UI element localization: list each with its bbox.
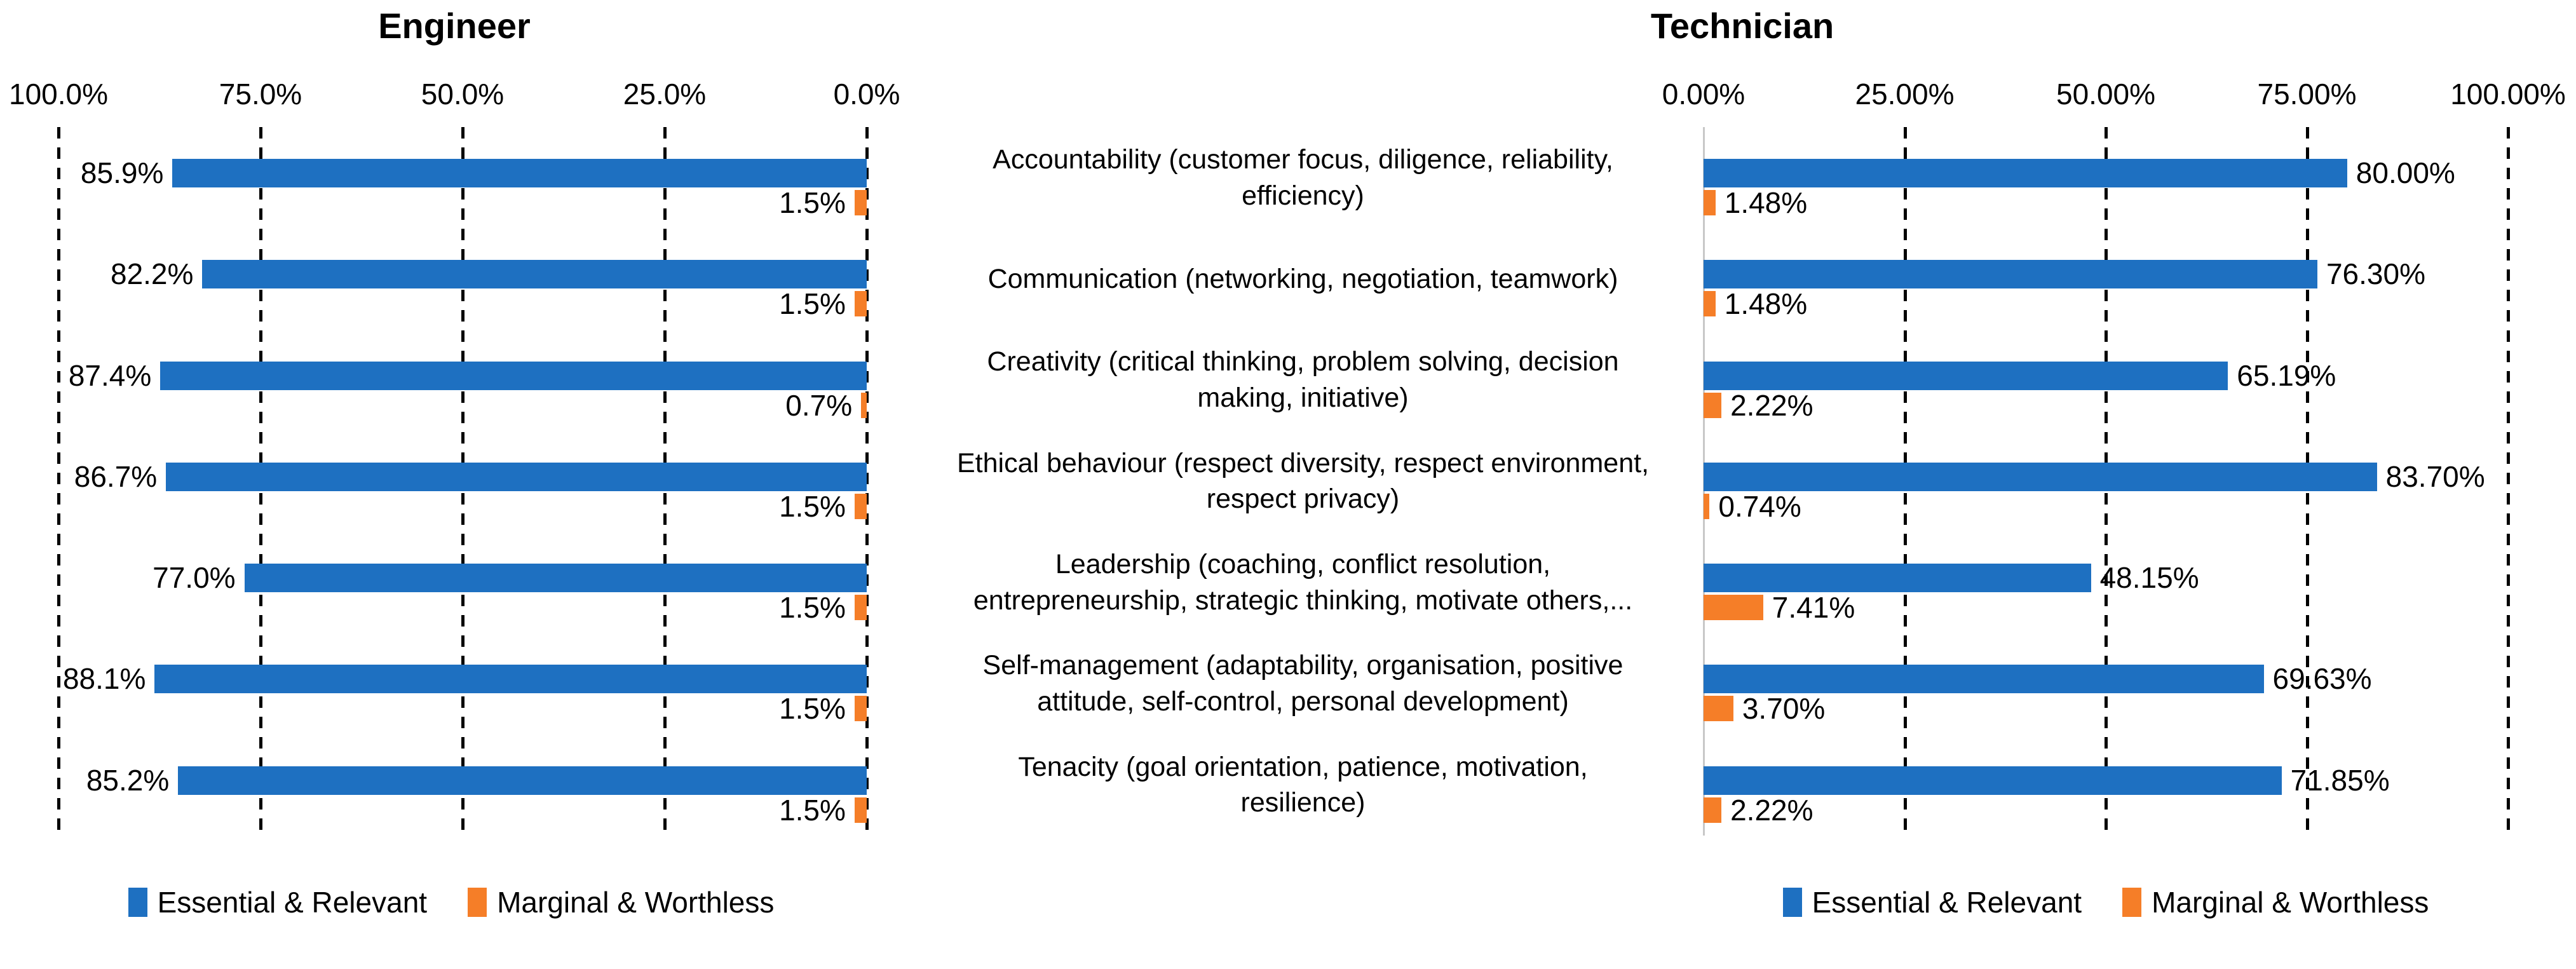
bar-marginal-worthless (854, 190, 867, 215)
bar-essential-relevant (1704, 361, 2228, 390)
bar-essential-relevant (244, 564, 867, 593)
bar-label-essential-relevant: 87.4% (68, 358, 152, 392)
bar-label-marginal-worthless: 1.5% (779, 287, 846, 321)
bar-essential-relevant (1704, 260, 2317, 289)
bar-label-marginal-worthless: 1.48% (1724, 287, 1808, 321)
bar-label-essential-relevant: 86.7% (74, 459, 158, 493)
bar-marginal-worthless (854, 797, 867, 823)
essential-relevant-swatch-icon (1782, 888, 1802, 917)
bar-label-marginal-worthless: 1.5% (779, 489, 846, 523)
axis-tick-0.00%: 0.00% (1662, 78, 1746, 111)
bar-label-essential-relevant: 65.19% (2237, 358, 2336, 392)
axis-tick-50.00%: 50.00% (2056, 78, 2155, 111)
bar-label-marginal-worthless: 0.7% (785, 388, 853, 422)
marginal-worthless-swatch-icon (2122, 888, 2142, 917)
bar-essential-relevant (1704, 159, 2347, 187)
legend-label-marginal-worthless: Marginal & Worthless (2152, 886, 2429, 919)
legend-item-essential-relevant: Essential & Relevant (128, 885, 427, 919)
legend-label-marginal-worthless: Marginal & Worthless (497, 886, 775, 919)
bar-marginal-worthless (854, 493, 867, 519)
bar-label-essential-relevant: 48.15% (2099, 561, 2199, 595)
axis-tick-25.00%: 25.00% (1855, 78, 1955, 111)
technician-chart-title: Technician (1650, 6, 1834, 46)
bar-marginal-worthless (854, 291, 867, 317)
legend-label-essential-relevant: Essential & Relevant (157, 886, 428, 919)
legend-label-essential-relevant: Essential & Relevant (1812, 886, 2082, 919)
bar-label-essential-relevant: 71.85% (2290, 763, 2390, 797)
bar-label-essential-relevant: 83.70% (2385, 459, 2485, 493)
bar-essential-relevant (1704, 564, 2091, 593)
legend-item-marginal-worthless: Marginal & Worthless (468, 885, 774, 919)
axis-tick-100.00%: 100.00% (2450, 78, 2566, 111)
bar-essential-relevant (1704, 665, 2264, 694)
category-label: Creativity (critical thinking, problem s… (987, 346, 1619, 414)
bar-essential-relevant (154, 665, 867, 694)
bar-label-marginal-worthless: 1.5% (779, 793, 846, 827)
gridline-100 (2507, 127, 2510, 836)
legend-technician: Essential & Relevant Marginal & Worthles… (1691, 878, 2521, 926)
bar-marginal-worthless (1704, 696, 1733, 722)
bar-marginal-worthless (1704, 392, 1722, 418)
bar-essential-relevant (166, 462, 867, 491)
axis-tick-50.0%: 50.0% (421, 78, 505, 111)
bar-label-marginal-worthless: 1.5% (779, 186, 846, 219)
axis-tick-75.0%: 75.0% (219, 78, 302, 111)
legend-engineer: Essential & Relevant Marginal & Worthles… (19, 878, 883, 926)
bar-essential-relevant (1704, 462, 2377, 491)
legend-item-essential-relevant: Essential & Relevant (1782, 885, 2082, 919)
bar-label-marginal-worthless: 7.41% (1772, 591, 1855, 625)
bar-marginal-worthless (1704, 291, 1716, 317)
category-label: Communication (networking, negotiation, … (987, 263, 1618, 294)
bar-label-marginal-worthless: 2.22% (1730, 388, 1813, 422)
bar-label-essential-relevant: 76.30% (2326, 257, 2425, 291)
bar-label-marginal-worthless: 1.5% (779, 692, 846, 726)
engineer-chart-title: Engineer (378, 6, 531, 46)
bar-marginal-worthless (854, 595, 867, 621)
essential-relevant-swatch-icon (128, 888, 147, 917)
marginal-worthless-swatch-icon (468, 888, 487, 917)
bar-essential-relevant (172, 159, 867, 187)
bar-label-essential-relevant: 80.00% (2356, 156, 2455, 189)
category-label: Ethical behaviour (respect diversity, re… (956, 447, 1650, 515)
bar-label-essential-relevant: 69.63% (2272, 662, 2372, 696)
legend-item-marginal-worthless: Marginal & Worthless (2122, 885, 2429, 919)
gridline-100 (57, 127, 60, 836)
axis-tick-100.0%: 100.0% (8, 78, 108, 111)
bar-essential-relevant (160, 361, 867, 390)
category-label: Self-management (adaptability, organisat… (982, 650, 1624, 717)
bar-label-marginal-worthless: 2.22% (1730, 793, 1813, 827)
bar-essential-relevant (178, 766, 867, 795)
bar-marginal-worthless (854, 696, 867, 722)
bar-essential-relevant (1704, 766, 2282, 795)
category-label: Tenacity (goal orientation, patience, mo… (1018, 751, 1588, 818)
axis-tick-0.0%: 0.0% (833, 78, 900, 111)
bar-label-marginal-worthless: 1.5% (779, 591, 846, 625)
bar-label-essential-relevant: 85.9% (80, 156, 164, 189)
bar-label-essential-relevant: 77.0% (153, 561, 236, 595)
bar-essential-relevant (202, 260, 867, 289)
bar-label-marginal-worthless: 1.48% (1724, 186, 1808, 219)
bar-marginal-worthless (1704, 595, 1763, 621)
bar-marginal-worthless (1704, 797, 1722, 823)
bar-label-essential-relevant: 88.1% (62, 662, 146, 696)
bar-label-marginal-worthless: 3.70% (1742, 692, 1826, 726)
bar-marginal-worthless (861, 392, 867, 418)
category-label: Leadership (coaching, conflict resolutio… (973, 549, 1633, 616)
gridline-0 (865, 127, 869, 836)
bar-label-marginal-worthless: 0.74% (1718, 489, 1801, 523)
axis-tick-25.0%: 25.0% (623, 78, 707, 111)
axis-tick-75.00%: 75.00% (2257, 78, 2357, 111)
bar-label-essential-relevant: 82.2% (110, 257, 194, 291)
bar-marginal-worthless (1704, 493, 1710, 519)
bar-marginal-worthless (1704, 190, 1716, 215)
bar-label-essential-relevant: 85.2% (86, 763, 170, 797)
category-label: Accountability (customer focus, diligenc… (993, 144, 1613, 211)
